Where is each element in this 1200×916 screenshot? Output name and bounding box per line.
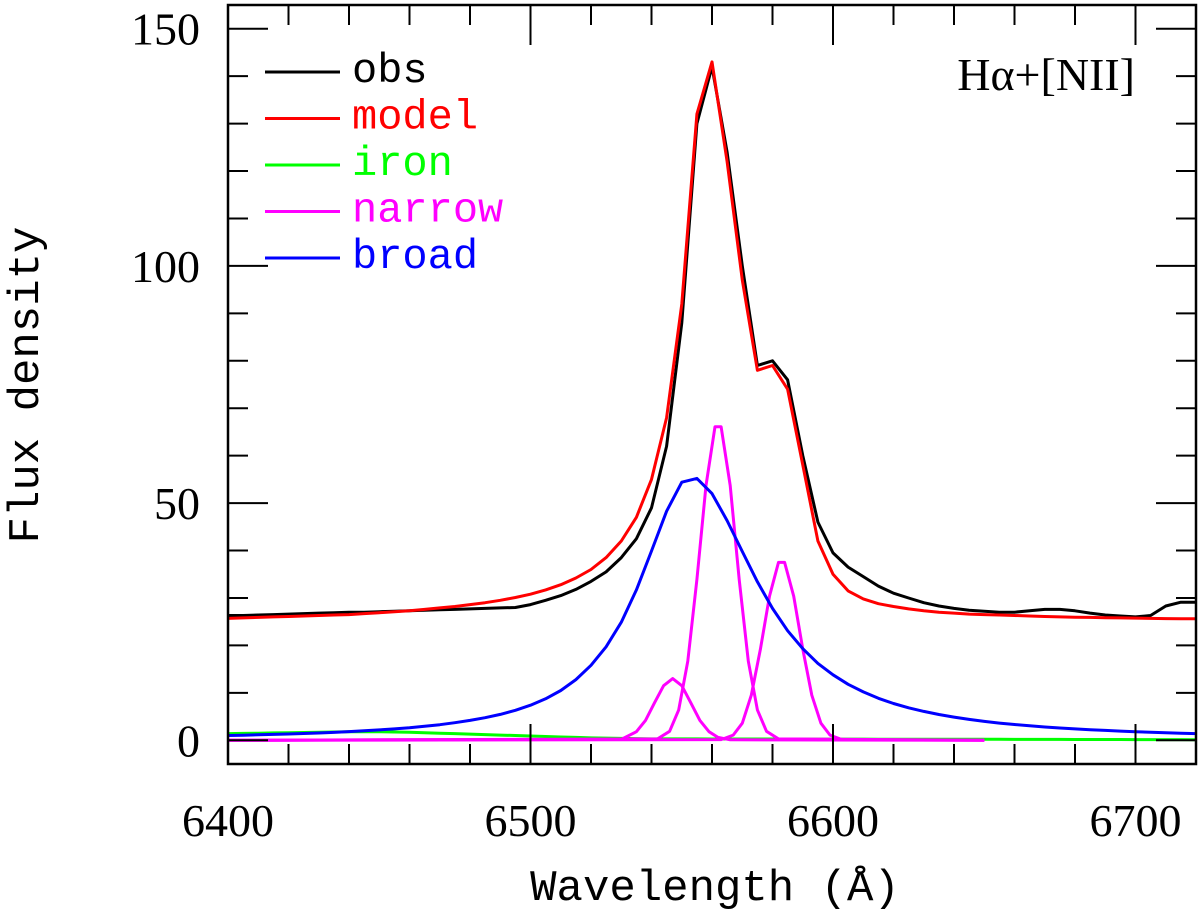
legend-item-model: model bbox=[265, 94, 478, 142]
x-tick-label: 6700 bbox=[1090, 795, 1182, 846]
series-narrow-line-1 bbox=[228, 677, 985, 742]
axis-ticks bbox=[227, 5, 1197, 764]
legend-label: narrow bbox=[352, 187, 503, 235]
y-axis-label: Flux density bbox=[2, 227, 52, 544]
legend-item-narrow: narrow bbox=[265, 187, 503, 235]
x-tick-label: 6400 bbox=[182, 795, 274, 846]
legend-label: obs bbox=[352, 47, 428, 95]
legend-label: broad bbox=[352, 233, 478, 281]
x-axis-label: Wavelength (Å) bbox=[530, 864, 900, 914]
y-tick-label: 100 bbox=[131, 241, 200, 292]
series-broad-line bbox=[228, 476, 1196, 737]
y-tick-label: 0 bbox=[177, 715, 200, 766]
plot-curves bbox=[228, 60, 1196, 742]
x-tick-label: 6600 bbox=[787, 795, 879, 846]
legend-item-obs: obs bbox=[265, 47, 428, 95]
legend-item-broad: broad bbox=[265, 233, 478, 281]
y-tick-label: 150 bbox=[131, 4, 200, 55]
series-narrow-line-2 bbox=[228, 425, 985, 742]
legend-label: iron bbox=[352, 140, 453, 188]
tick-labels: 6400 6500 6600 6700 0 50 100 150 bbox=[131, 4, 1182, 846]
y-tick-label: 50 bbox=[154, 478, 200, 529]
series-narrow-line-3 bbox=[228, 560, 985, 742]
annotation-label: Hα+[NII] bbox=[957, 49, 1135, 100]
legend-item-iron: iron bbox=[265, 140, 453, 188]
legend-label: model bbox=[352, 94, 478, 142]
x-tick-label: 6500 bbox=[485, 795, 577, 846]
series-model-line bbox=[228, 60, 1196, 621]
